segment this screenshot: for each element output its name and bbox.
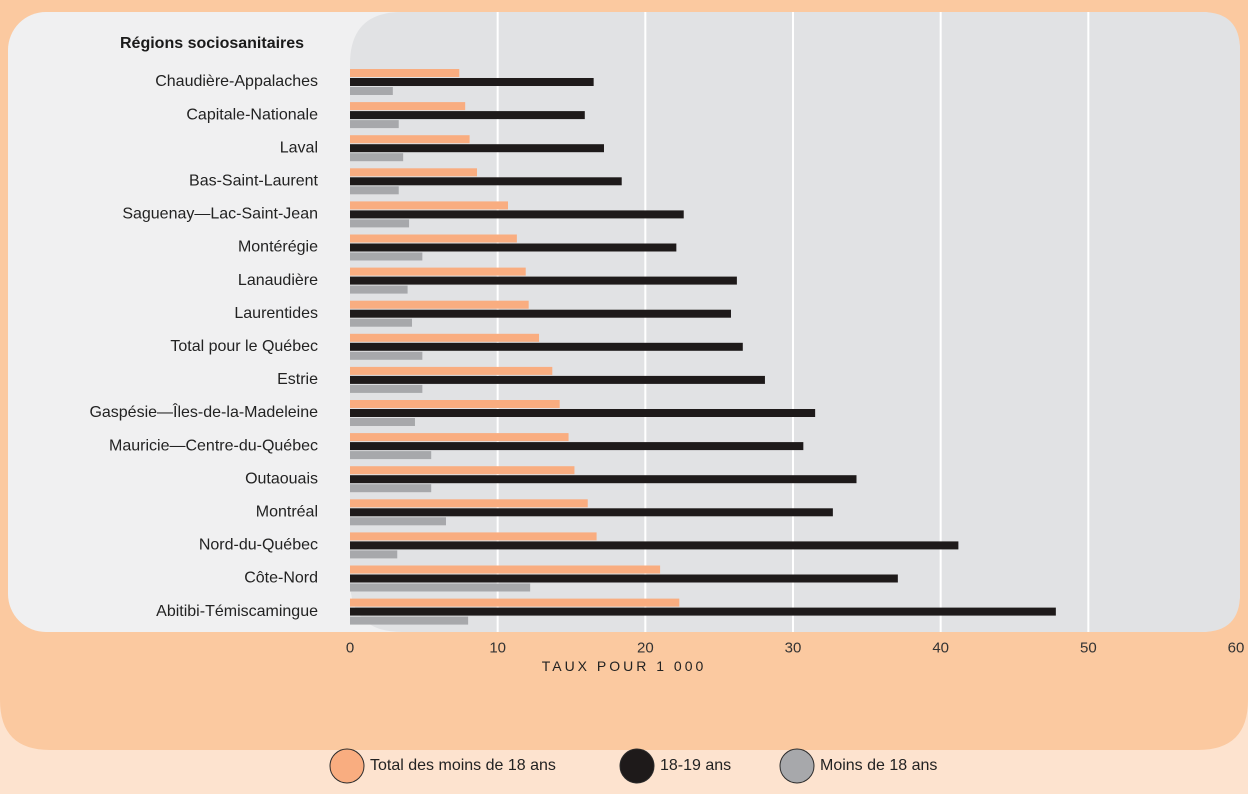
category-label: Montréal	[256, 504, 318, 521]
bar	[350, 276, 737, 285]
legend: Total des moins de 18 ans 18-19 ans Moins …	[329, 748, 937, 784]
bar	[350, 351, 423, 360]
bar	[350, 186, 399, 195]
category-label: Laval	[280, 139, 318, 156]
bar	[350, 400, 560, 408]
bar	[350, 153, 404, 162]
bar	[350, 418, 415, 426]
bar	[350, 219, 410, 228]
bar	[350, 78, 594, 86]
category-label: Capitale-Nationale	[186, 106, 318, 123]
bar	[350, 475, 857, 484]
bar	[350, 333, 540, 342]
bar	[350, 375, 765, 384]
category-label: Total pour le Québec	[170, 338, 318, 355]
legend-swatch	[619, 748, 655, 784]
bar	[350, 484, 432, 493]
bar	[350, 550, 398, 559]
bar	[350, 598, 680, 607]
x-tick-label: 10	[489, 639, 506, 656]
x-tick-label: 20	[637, 639, 654, 656]
bar	[350, 616, 469, 625]
bar	[350, 177, 622, 186]
bar	[350, 111, 585, 120]
bar	[350, 565, 661, 574]
category-label: Mauricie—Centre-du-Québec	[109, 437, 318, 454]
bar	[350, 499, 588, 508]
bar	[350, 532, 597, 541]
bar	[350, 144, 604, 153]
bar	[350, 451, 432, 460]
category-labels: Chaudière-Appalaches Capitale-Nationale La…	[89, 73, 318, 620]
bar	[350, 574, 898, 583]
x-axis-ticks: 0 10 20 30 40 50 60	[346, 639, 1245, 656]
bar	[350, 87, 393, 95]
category-label: Nord-du-Québec	[199, 537, 318, 554]
x-tick-label: 0	[346, 639, 354, 656]
bar	[350, 409, 816, 417]
category-label: Abitibi-Témiscamingue	[156, 603, 318, 620]
bar	[350, 433, 569, 442]
legend-label: 18-19 ans	[660, 757, 731, 774]
legend-label: Total des moins de 18 ans	[370, 757, 556, 774]
bar	[350, 517, 446, 526]
category-label: Chaudière-Appalaches	[155, 73, 318, 90]
legend-label: Moins de 18 ans	[820, 757, 937, 774]
bar	[350, 234, 517, 243]
category-label: Estrie	[277, 371, 318, 388]
category-label: Bas-Saint-Laurent	[189, 173, 319, 190]
bar	[350, 607, 1056, 616]
bar	[350, 442, 804, 451]
bar	[350, 243, 677, 252]
bar	[350, 541, 959, 550]
x-tick-label: 50	[1080, 639, 1097, 656]
x-axis-title: TAUX POUR 1 000	[542, 658, 707, 674]
bar	[350, 168, 477, 177]
x-tick-label: 40	[932, 639, 949, 656]
bar	[350, 318, 413, 327]
bar	[350, 466, 575, 475]
category-label: Gaspésie—Îles-de-la-Madeleine	[89, 402, 318, 421]
bar	[350, 384, 423, 393]
bar	[350, 342, 743, 351]
bars	[350, 69, 1056, 625]
bar	[350, 102, 466, 111]
legend-swatch	[329, 748, 365, 784]
bar	[350, 300, 529, 309]
bar	[350, 267, 526, 276]
bar	[350, 201, 509, 210]
bar	[350, 69, 460, 77]
x-tick-label: 60	[1228, 639, 1245, 656]
category-label: Côte-Nord	[244, 570, 318, 587]
bar	[350, 366, 553, 375]
bar	[350, 135, 470, 144]
category-label: Saguenay—Lac-Saint-Jean	[122, 206, 318, 223]
bar	[350, 120, 399, 129]
category-label: Lanaudière	[238, 272, 318, 289]
bar	[350, 508, 833, 517]
bar	[350, 583, 531, 592]
category-label: Outaouais	[245, 470, 318, 487]
x-tick-label: 30	[785, 639, 802, 656]
bar	[350, 252, 423, 261]
legend-swatch	[779, 748, 815, 784]
y-axis-title: Régions sociosanitaires	[120, 35, 304, 52]
bar	[350, 285, 408, 294]
category-label: Laurentides	[234, 305, 318, 322]
bar	[350, 210, 684, 219]
bar	[350, 309, 731, 318]
category-label: Montérégie	[238, 239, 318, 256]
